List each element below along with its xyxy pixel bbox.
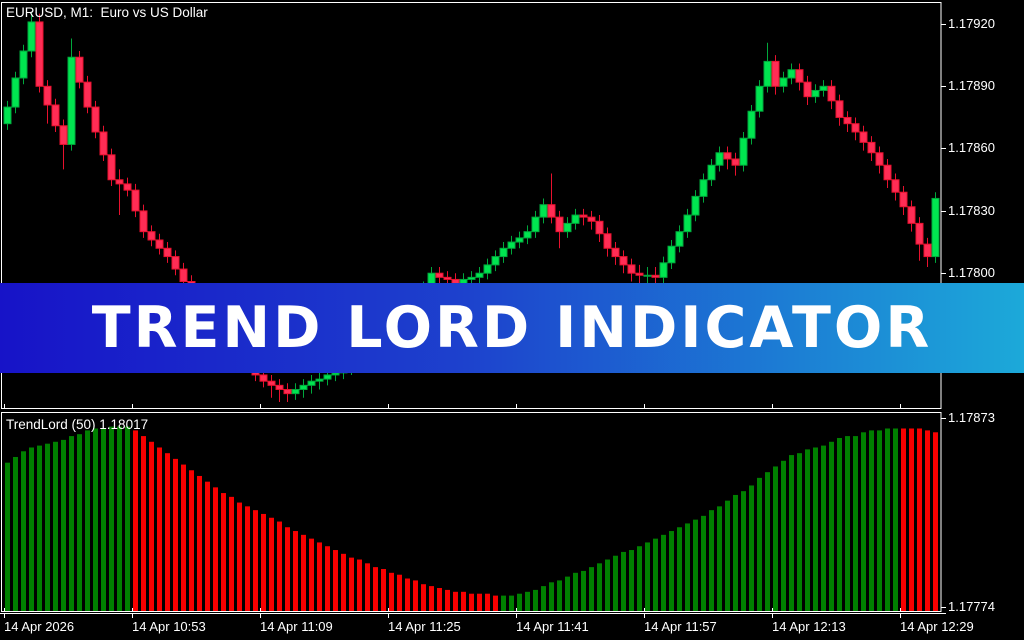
time-label: 14 Apr 12:13: [772, 619, 846, 634]
price-label: 1.17873: [948, 410, 995, 425]
chart-title: EURUSD, M1: Euro vs US Dollar: [6, 5, 208, 20]
time-label: 14 Apr 11:57: [644, 619, 717, 634]
price-label: 1.17830: [948, 203, 995, 218]
time-label: 14 Apr 11:41: [516, 619, 589, 634]
time-label: 14 Apr 11:09: [260, 619, 333, 634]
price-label: 1.17860: [948, 140, 995, 155]
time-label: 14 Apr 12:29: [900, 619, 974, 634]
trend-lord-banner: TREND LORD INDICATOR: [0, 283, 1024, 373]
time-label: 14 Apr 11:25: [388, 619, 461, 634]
price-label: 1.17890: [948, 78, 995, 93]
banner-text: TREND LORD INDICATOR: [91, 295, 933, 361]
time-label: 14 Apr 10:53: [132, 619, 206, 634]
indicator-label: TrendLord (50) 1.18017: [6, 417, 149, 432]
time-label: 14 Apr 2026: [4, 619, 75, 634]
price-label: 1.17774: [948, 599, 995, 614]
price-label: 1.17800: [948, 265, 995, 280]
histogram-group: [5, 426, 938, 611]
chart-frame: [0, 2, 946, 618]
price-label: 1.17920: [948, 16, 995, 31]
